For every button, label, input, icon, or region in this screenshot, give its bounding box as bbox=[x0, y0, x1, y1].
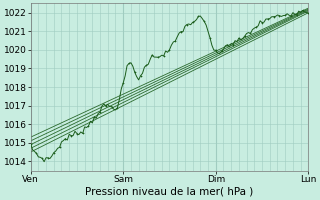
X-axis label: Pression niveau de la mer( hPa ): Pression niveau de la mer( hPa ) bbox=[85, 187, 254, 197]
